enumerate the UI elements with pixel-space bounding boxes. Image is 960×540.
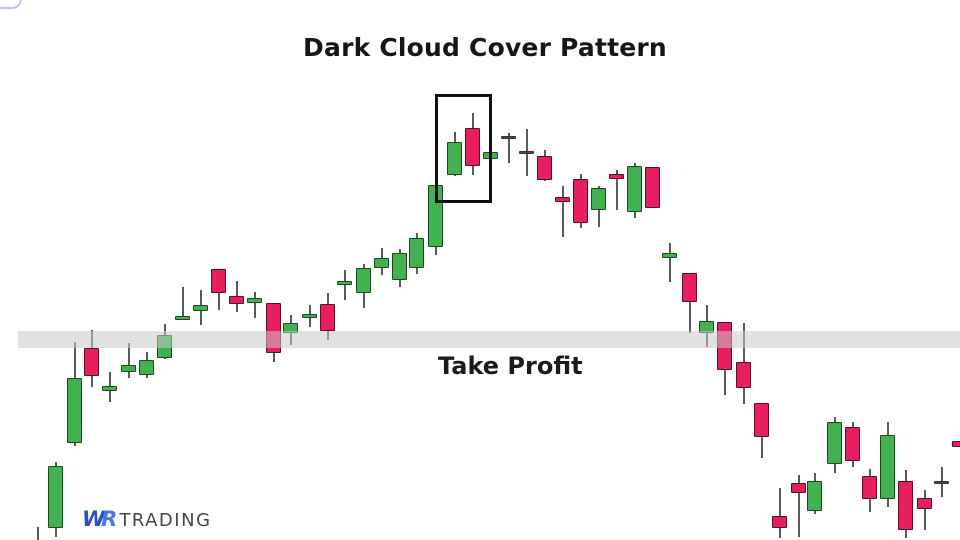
candle-wick — [37, 527, 39, 540]
candle-wick — [924, 490, 926, 530]
candle-body-bull — [48, 466, 63, 528]
candle-body-bear — [320, 304, 335, 331]
candle-body-bull — [827, 422, 842, 464]
candle-wick — [254, 292, 256, 318]
candle-body-bear — [465, 128, 480, 166]
candle-body-bull — [880, 435, 895, 499]
candle-body-bear — [898, 481, 913, 530]
candle-body-bull — [392, 253, 407, 280]
candle-body-bull — [175, 316, 190, 320]
candle-body-bear — [952, 441, 960, 447]
candle-body-bear — [84, 348, 99, 376]
candle-body-bull — [447, 142, 462, 175]
take-profit-band — [18, 331, 960, 348]
candle-body-bear — [645, 167, 660, 208]
candle-body-bull — [302, 314, 317, 318]
candle-wick — [689, 273, 691, 333]
candle-body-bear — [845, 427, 860, 461]
candle-wick — [508, 133, 510, 163]
candle-body-bear — [211, 269, 226, 293]
chart-title: Dark Cloud Cover Pattern — [303, 33, 667, 62]
candle-body-bear — [754, 403, 769, 437]
candle-wick — [779, 488, 781, 538]
candle-body-bull — [337, 281, 352, 285]
candle-body-bear — [736, 362, 751, 388]
take-profit-label: Take Profit — [438, 352, 583, 380]
candle-wick — [562, 186, 564, 237]
pattern-highlight-box — [435, 94, 492, 203]
candle-body-neutral — [501, 136, 516, 139]
candle-wick — [798, 475, 800, 537]
candle-body-bull — [374, 258, 389, 268]
candle-body-bull — [247, 298, 262, 303]
candle-body-bull — [121, 365, 136, 372]
candle-wick — [344, 270, 346, 300]
candle-body-bull — [591, 188, 606, 210]
candle-body-bear — [537, 156, 552, 180]
candle-body-neutral — [519, 151, 534, 154]
candle-wick — [616, 170, 618, 210]
candle-wick — [182, 287, 184, 320]
candle-body-bull — [627, 166, 642, 212]
candle-body-bear — [573, 179, 588, 223]
candle-body-bear — [917, 498, 932, 509]
candle-body-bull — [662, 253, 677, 258]
candle-wick — [669, 243, 671, 282]
candle-body-bull — [67, 378, 82, 443]
candle-body-bull — [193, 305, 208, 311]
candle-body-bull — [139, 360, 154, 375]
logo-wr-trading: WR TRADING — [82, 508, 212, 532]
candle-body-bear — [682, 273, 697, 302]
candle-wick — [128, 343, 130, 378]
candle-body-neutral — [934, 481, 949, 484]
logo-trading-text: TRADING — [119, 510, 212, 531]
candle-body-bear — [862, 476, 877, 499]
logo-wr-mark: WR — [82, 507, 118, 531]
candle-body-bear — [555, 197, 570, 202]
candle-body-bear — [609, 174, 624, 179]
candle-body-bull — [409, 238, 424, 268]
candle-body-bear — [772, 516, 787, 528]
candle-body-bear — [229, 296, 244, 304]
candle-body-bull — [356, 268, 371, 293]
candle-body-bear — [791, 483, 806, 493]
candle-body-bull — [102, 386, 117, 391]
candle-body-bull — [807, 481, 822, 511]
